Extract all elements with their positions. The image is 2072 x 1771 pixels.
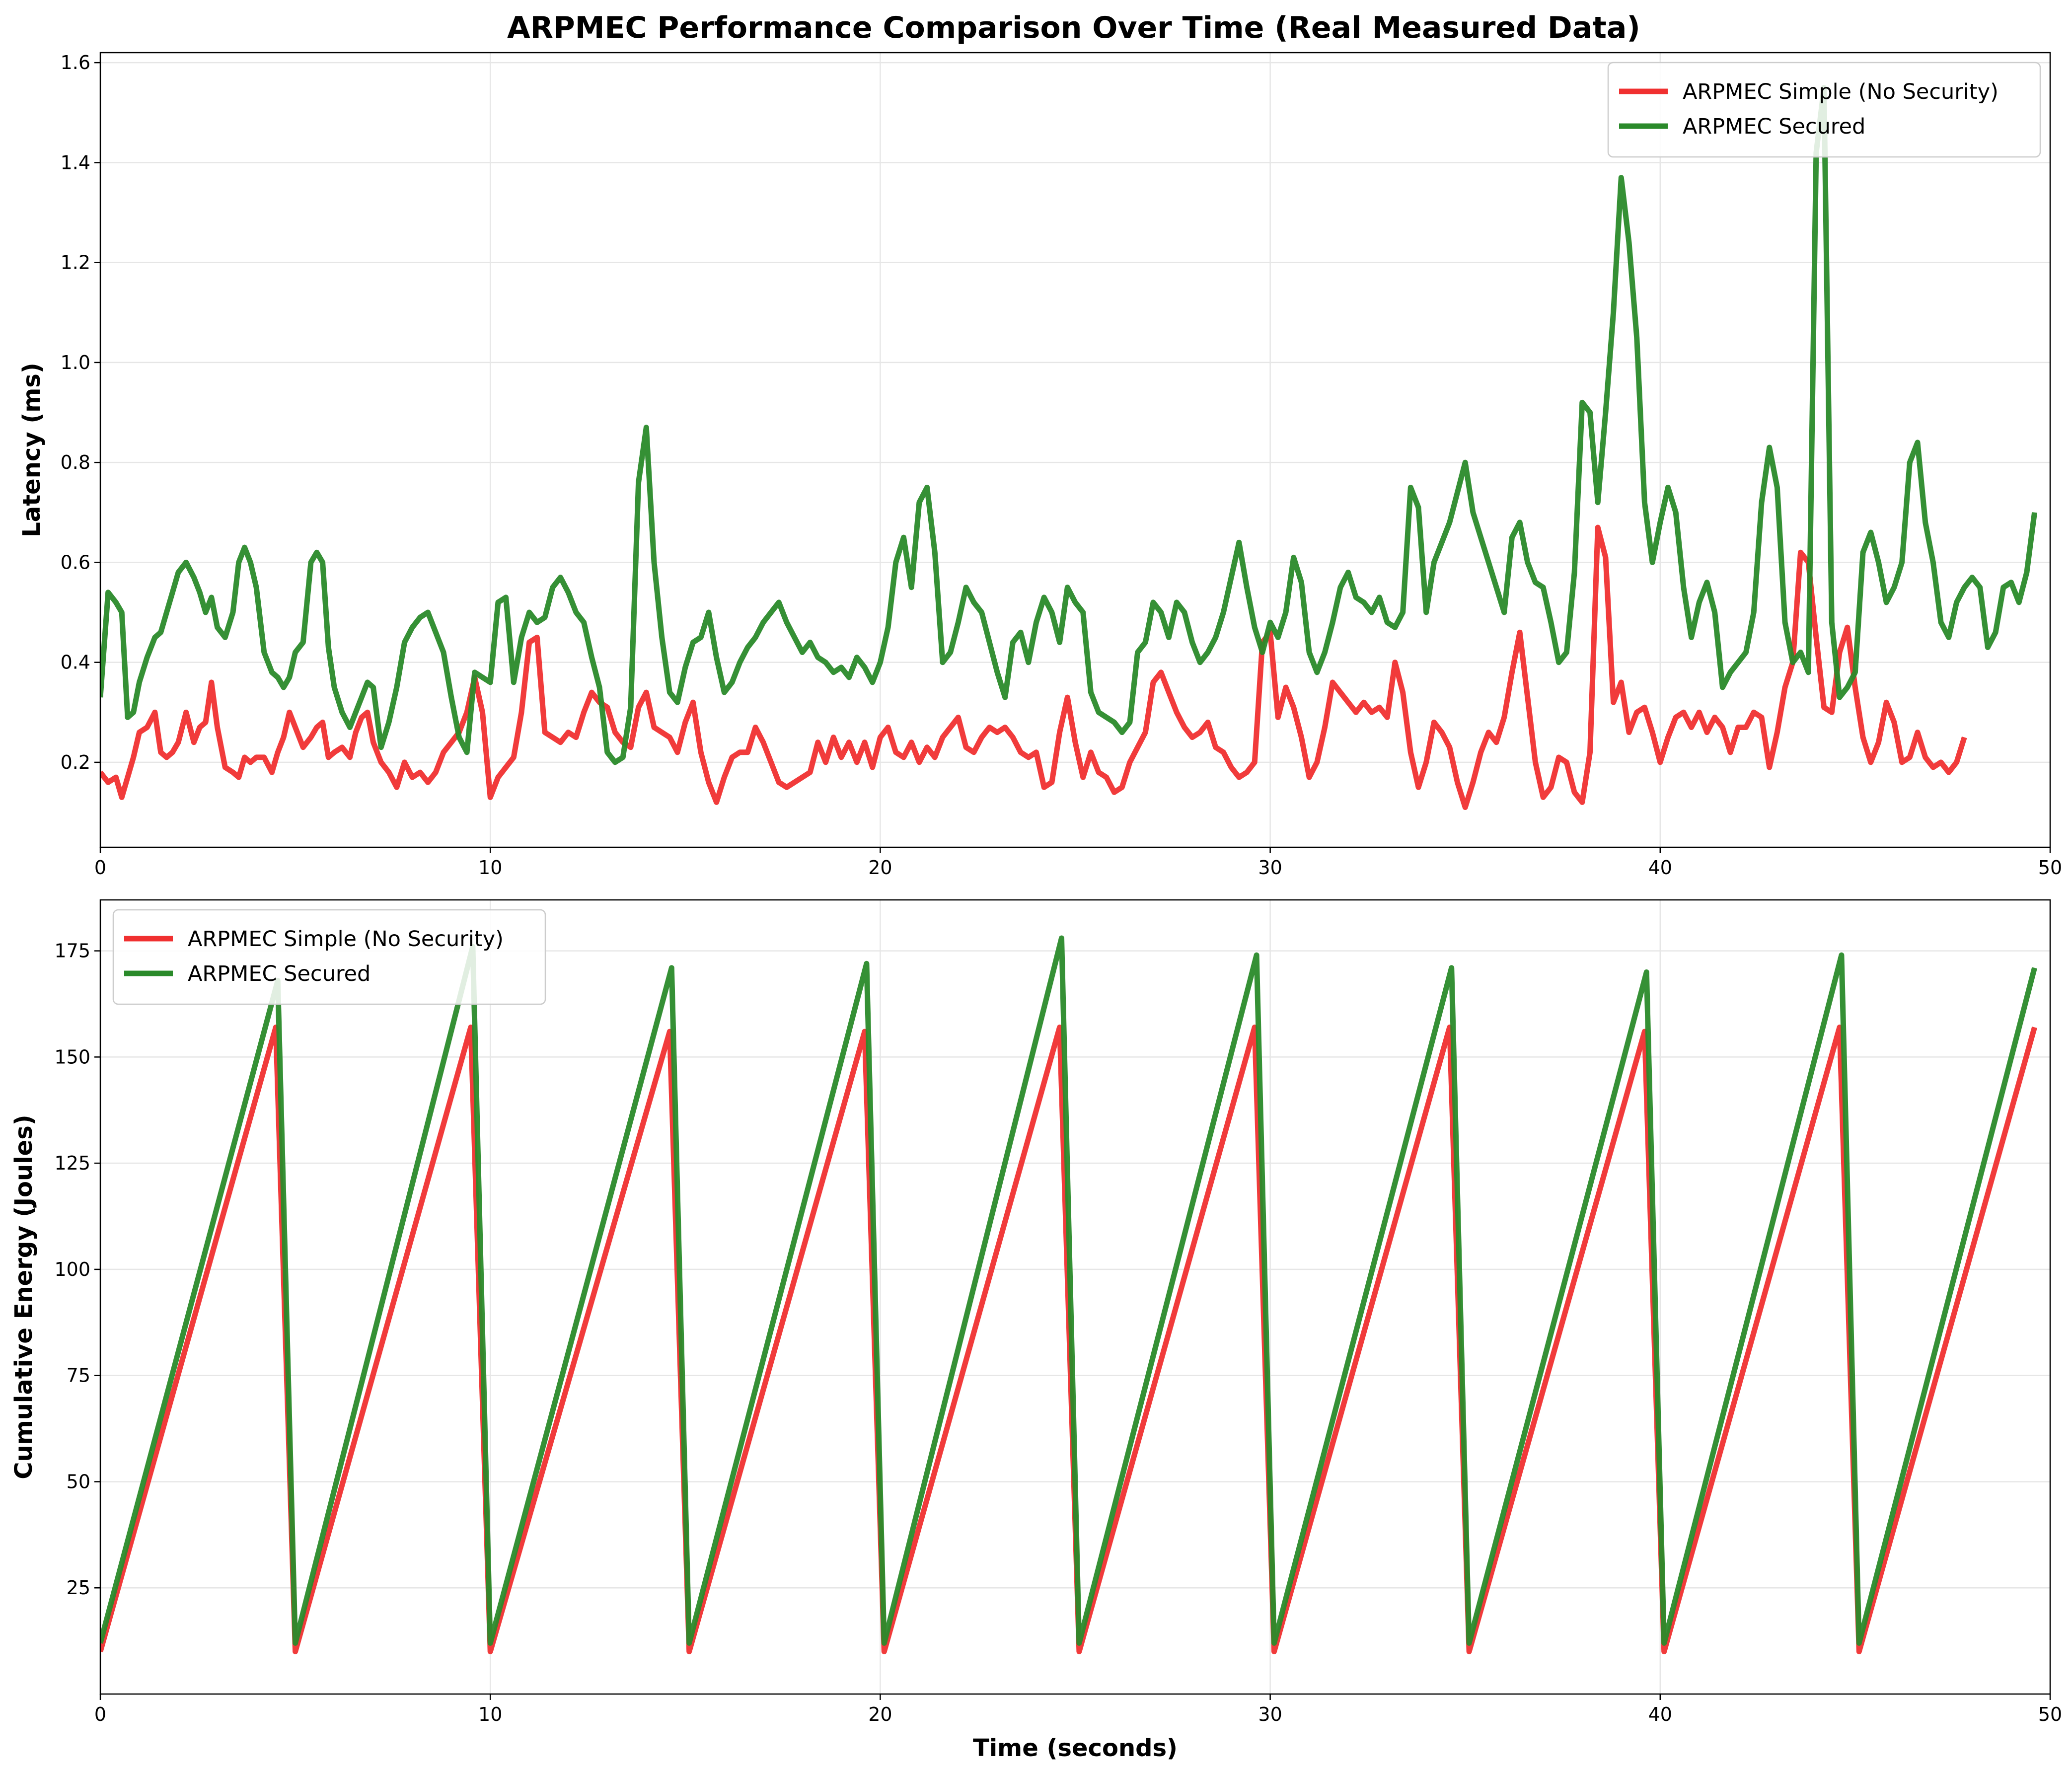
latency-panel: 0 10 20 30 40 50 0.2 0.4 0.6 0.8 1.0 1.2 1.4 1.6 Lat…	[18, 52, 2062, 879]
energy-x-tick-label: 0	[94, 1703, 106, 1725]
energy-x-tick-label: 50	[2038, 1703, 2062, 1725]
energy-legend-box	[112, 909, 546, 1005]
latency-legend-box	[1607, 62, 2041, 158]
latency-series-secured-line	[100, 84, 2038, 765]
latency-series	[100, 84, 2038, 810]
latency-x-tick-label: 0	[94, 857, 106, 879]
energy-y-tick-label: 25	[67, 1577, 90, 1599]
energy-x-axis-label: Time (seconds)	[973, 1734, 1178, 1762]
energy-x-ticks: 0 10 20 30 40 50	[94, 1694, 2062, 1725]
latency-x-tick-label: 10	[478, 857, 502, 879]
latency-y-ticks: 0.2 0.4 0.6 0.8 1.0 1.2 1.4 1.6	[61, 52, 100, 773]
energy-y-tick-label: 75	[67, 1365, 90, 1387]
latency-y-tick-label: 0.8	[61, 451, 90, 473]
energy-panel: 0 10 20 30 40 50 25 50 75 100 125 150 175 Cumulativ…	[10, 899, 2062, 1762]
energy-y-tick-label: 100	[54, 1258, 90, 1280]
latency-legend: ARPMEC Simple (No Security) ARPMEC Secure…	[1607, 62, 2041, 158]
energy-y-tick-label: 50	[67, 1471, 90, 1492]
latency-y-tick-label: 0.4	[61, 652, 90, 673]
latency-x-tick-label: 20	[868, 857, 892, 879]
energy-x-tick-label: 40	[1648, 1703, 1672, 1725]
energy-series	[100, 935, 2037, 1654]
energy-y-tick-label: 125	[54, 1152, 90, 1174]
energy-y-axis-label: Cumulative Energy (Joules)	[10, 1114, 38, 1479]
latency-x-tick-label: 50	[2038, 857, 2062, 879]
latency-legend-label: ARPMEC Secured	[1683, 114, 1865, 139]
latency-axes-frame	[99, 52, 2051, 848]
figure-title: ARPMEC Performance Comparison Over Time …	[507, 10, 1640, 45]
energy-x-tick-label: 30	[1258, 1703, 1282, 1725]
latency-y-tick-label: 1.2	[61, 252, 90, 274]
latency-y-tick-label: 1.4	[61, 151, 90, 173]
latency-y-tick-label: 1.6	[61, 52, 90, 74]
energy-x-tick-label: 10	[478, 1703, 502, 1725]
energy-x-tick-label: 20	[868, 1703, 892, 1725]
energy-legend: ARPMEC Simple (No Security) ARPMEC Secure…	[112, 909, 546, 1005]
latency-series-simple-line	[100, 524, 1967, 810]
energy-legend-label: ARPMEC Secured	[188, 961, 370, 986]
energy-y-ticks: 25 50 75 100 125 150 175	[54, 940, 100, 1599]
latency-y-tick-label: 1.0	[61, 352, 90, 373]
energy-y-tick-label: 150	[54, 1046, 90, 1068]
energy-y-tick-label: 175	[54, 940, 90, 962]
latency-y-axis-label: Latency (ms)	[18, 363, 46, 537]
energy-legend-label: ARPMEC Simple (No Security)	[188, 927, 504, 952]
energy-series-secured-line	[100, 935, 2037, 1646]
latency-y-tick-label: 0.6	[61, 551, 90, 573]
latency-legend-label: ARPMEC Simple (No Security)	[1683, 79, 1998, 104]
latency-x-ticks: 0 10 20 30 40 50	[94, 847, 2062, 879]
latency-y-tick-label: 0.2	[61, 751, 90, 773]
latency-x-tick-label: 40	[1648, 857, 1672, 879]
energy-axes-frame	[99, 899, 2051, 1695]
latency-x-tick-label: 30	[1258, 857, 1282, 879]
